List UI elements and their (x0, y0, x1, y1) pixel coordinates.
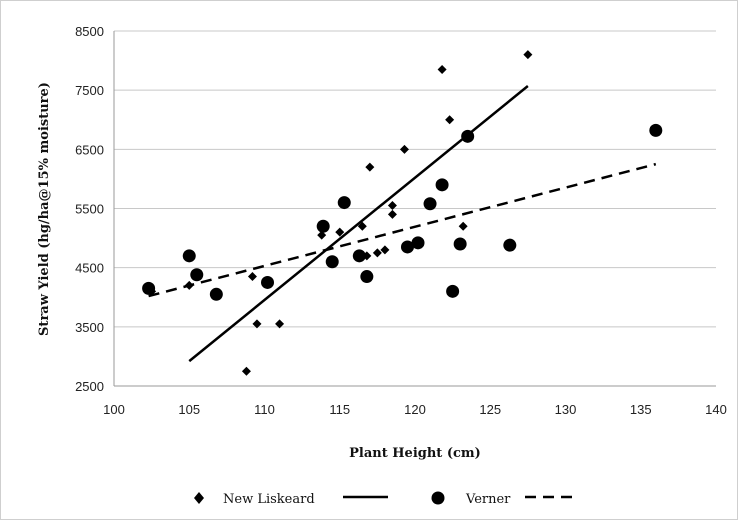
new-liskeard-point (365, 162, 375, 172)
legend-new-liskeard-label: New Liskeard (223, 492, 315, 507)
verner-point (352, 249, 366, 263)
x-tick-label-105: 105 (178, 402, 200, 417)
verner-point (190, 268, 204, 282)
new-liskeard-point (247, 272, 257, 282)
y-tick-label-3500: 3500 (75, 320, 104, 335)
new-liskeard-point (387, 201, 397, 211)
x-tick-label-120: 120 (404, 402, 426, 417)
x-tick-labels: 100 105 110 115 120 125 130 135 140 (103, 402, 727, 417)
verner-trendline (148, 162, 657, 298)
verner-point (360, 270, 374, 284)
legend-verner-marker (431, 491, 445, 505)
x-tick-label-100: 100 (103, 402, 125, 417)
verner-point (649, 123, 663, 137)
new-liskeard-point (372, 248, 382, 258)
x-tick-label-110: 110 (254, 402, 275, 417)
y-tick-labels: 2500 3500 4500 5500 6500 7500 8500 (75, 24, 104, 394)
new-liskeard-point (380, 245, 390, 255)
y-tick-label-6500: 6500 (75, 142, 104, 157)
new-liskeard-point (437, 64, 447, 74)
new-liskeard-trendline (188, 85, 529, 363)
y-tick-label-7500: 7500 (75, 83, 104, 98)
x-tick-label-140: 140 (705, 402, 727, 417)
gridlines (114, 30, 716, 328)
verner-point (435, 178, 449, 192)
trendlines (148, 85, 657, 363)
new-liskeard-point (184, 280, 194, 290)
axes (113, 31, 716, 387)
legend-new-liskeard-marker (194, 492, 204, 504)
new-liskeard-point (357, 221, 367, 231)
verner-point (423, 197, 437, 211)
verner-point (261, 275, 275, 289)
verner-point (400, 240, 414, 254)
y-tick-label-5500: 5500 (75, 202, 104, 217)
new-liskeard-point (458, 221, 468, 231)
verner-point (209, 287, 223, 301)
verner-point (411, 236, 425, 250)
verner-point (182, 249, 196, 263)
y-axis-title: Straw Yield (hg/ha@15% moisture) (37, 82, 52, 336)
y-tick-label-2500: 2500 (75, 379, 104, 394)
verner-point (503, 238, 517, 252)
new-liskeard-point (317, 230, 327, 240)
new-liskeard-point (445, 115, 455, 125)
y-tick-label-8500: 8500 (75, 24, 104, 39)
legend-verner-label: Verner (465, 492, 511, 507)
verner-point (461, 129, 475, 143)
x-tick-label-125: 125 (479, 402, 501, 417)
y-tick-label-4500: 4500 (75, 261, 104, 276)
verner-point (325, 255, 339, 269)
verner-point (453, 237, 467, 251)
verner-point (142, 281, 156, 295)
x-tick-label-130: 130 (555, 402, 577, 417)
new-liskeard-point (275, 319, 285, 329)
new-liskeard-point (387, 209, 397, 219)
new-liskeard-point (335, 227, 345, 237)
x-tick-label-135: 135 (630, 402, 652, 417)
x-axis-title: Plant Height (cm) (349, 446, 481, 461)
verner-point (337, 196, 351, 210)
new-liskeard-point (252, 319, 262, 329)
verner-point (316, 219, 330, 233)
x-tick-label-115: 115 (329, 402, 350, 417)
legend: New Liskeard Verner (194, 491, 575, 507)
verner-point (446, 284, 460, 298)
new-liskeard-point (523, 50, 533, 60)
data-points (142, 50, 663, 376)
new-liskeard-point (399, 144, 409, 154)
new-liskeard-point (241, 366, 251, 376)
